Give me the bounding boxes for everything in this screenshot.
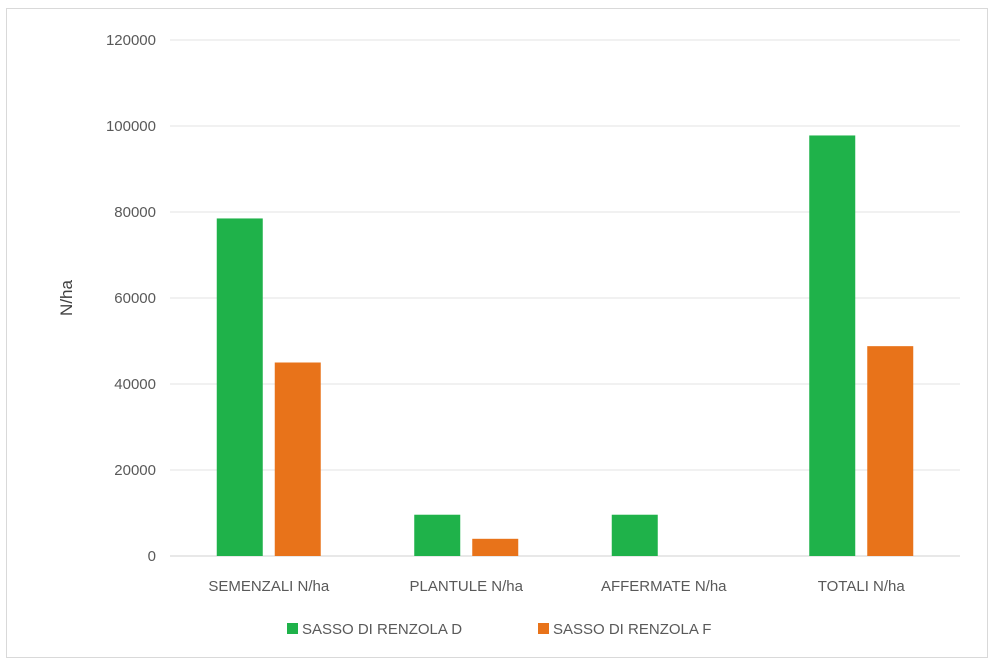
bar-2-0 xyxy=(611,514,658,556)
x-category-label: AFFERMATE N/ha xyxy=(601,578,727,595)
y-tick-label: 0 xyxy=(148,548,156,565)
x-category-label: TOTALI N/ha xyxy=(818,578,906,595)
y-tick-label: 100000 xyxy=(106,118,156,135)
bar-1-0 xyxy=(414,514,461,556)
bars xyxy=(216,135,914,556)
bar-1-1 xyxy=(472,538,519,556)
y-axis-ticks: 0 20000 40000 60000 80000 100000 120000 xyxy=(106,32,156,565)
y-axis-label: N/ha xyxy=(57,280,76,316)
legend-swatch xyxy=(538,623,549,634)
bar-3-1 xyxy=(867,346,914,556)
bar-0-1 xyxy=(274,362,321,556)
y-tick-label: 80000 xyxy=(114,204,156,221)
bar-3-0 xyxy=(809,135,856,556)
bar-0-0 xyxy=(216,218,263,556)
y-tick-label: 40000 xyxy=(114,376,156,393)
legend-swatch xyxy=(287,623,298,634)
legend-label: SASSO DI RENZOLA D xyxy=(302,621,462,638)
y-tick-label: 60000 xyxy=(114,290,156,307)
y-tick-label: 20000 xyxy=(114,462,156,479)
legend-label: SASSO DI RENZOLA F xyxy=(553,621,711,638)
x-axis-categories: SEMENZALI N/ha PLANTULE N/ha AFFERMATE N/h… xyxy=(208,578,905,595)
legend: SASSO DI RENZOLA D SASSO DI RENZOLA F xyxy=(287,621,711,638)
x-category-label: SEMENZALI N/ha xyxy=(208,578,330,595)
x-category-label: PLANTULE N/ha xyxy=(410,578,524,595)
y-tick-label: 120000 xyxy=(106,32,156,49)
